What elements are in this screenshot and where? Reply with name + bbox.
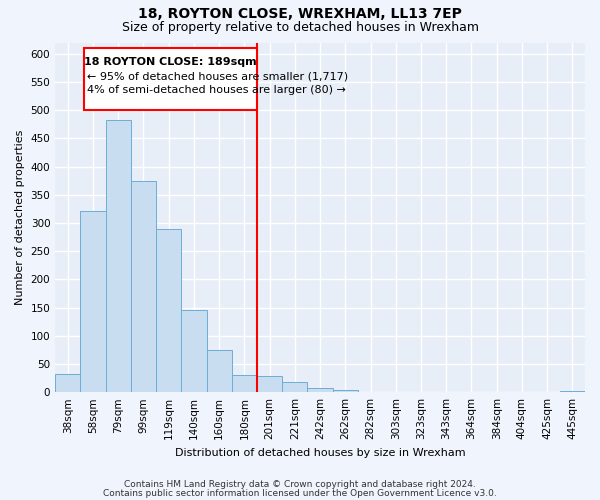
Text: ← 95% of detached houses are smaller (1,717): ← 95% of detached houses are smaller (1,… [87,72,348,82]
Bar [332,390,358,392]
Bar [55,374,80,392]
Bar [307,388,332,392]
Bar [181,310,206,392]
Text: 4% of semi-detached houses are larger (80) →: 4% of semi-detached houses are larger (8… [87,86,346,96]
Text: Contains public sector information licensed under the Open Government Licence v3: Contains public sector information licen… [103,488,497,498]
Bar [156,228,181,392]
Text: 18 ROYTON CLOSE: 189sqm: 18 ROYTON CLOSE: 189sqm [84,56,257,66]
Text: 18, ROYTON CLOSE, WREXHAM, LL13 7EP: 18, ROYTON CLOSE, WREXHAM, LL13 7EP [138,8,462,22]
Bar [80,210,106,392]
Y-axis label: Number of detached properties: Number of detached properties [15,130,25,305]
Text: Contains HM Land Registry data © Crown copyright and database right 2024.: Contains HM Land Registry data © Crown c… [124,480,476,489]
Bar [282,382,307,392]
Bar [206,350,232,392]
Bar [131,180,156,392]
Bar [560,391,585,392]
Bar [232,376,257,392]
Bar [257,376,282,392]
Bar [84,48,257,110]
Bar [106,120,131,392]
Text: Size of property relative to detached houses in Wrexham: Size of property relative to detached ho… [121,22,479,35]
X-axis label: Distribution of detached houses by size in Wrexham: Distribution of detached houses by size … [175,448,466,458]
